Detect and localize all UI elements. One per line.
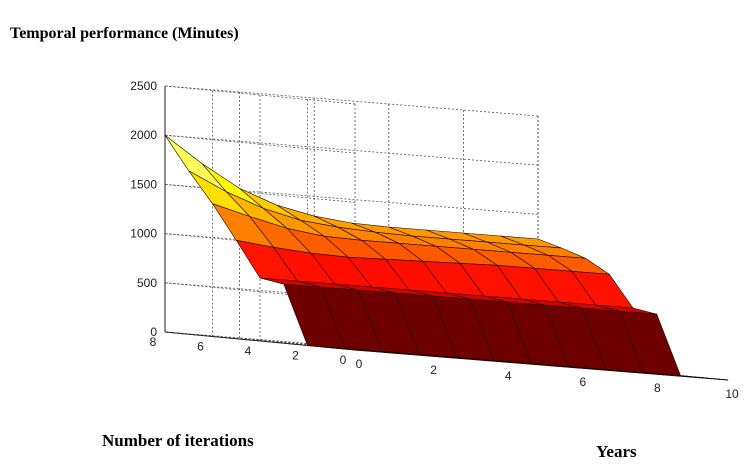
- y-tick-label: 2: [292, 349, 299, 363]
- z-tick-label: 2500: [130, 79, 157, 93]
- grid-line: [164, 134, 539, 166]
- y-axis-ticks: 0 2 4 6 8: [150, 335, 347, 367]
- z-tick-label: 500: [137, 276, 157, 290]
- y-tick-label: 6: [197, 340, 204, 354]
- y-tick-label: 4: [245, 344, 252, 358]
- x-tick-label: 8: [654, 381, 661, 395]
- x-tick-label: 0: [356, 357, 363, 371]
- grid-line: [164, 85, 539, 117]
- z-tick-label: 1000: [130, 227, 157, 241]
- x-tick-label: 10: [725, 387, 739, 401]
- x-tick-label: 2: [430, 363, 437, 377]
- z-tick-label: 2000: [130, 128, 157, 142]
- x-axis-ticks: 0 2 4 6 8 10: [356, 357, 739, 401]
- z-tick-label: 1500: [130, 177, 157, 191]
- surface-mesh: [164, 134, 729, 381]
- y-tick-label: 0: [340, 353, 347, 367]
- x-axis-label: Years: [596, 442, 637, 461]
- x-tick-label: 4: [505, 369, 512, 383]
- x-tick-label: 6: [579, 375, 586, 389]
- surface-patch: [164, 134, 227, 192]
- chart-title: Temporal performance (Minutes): [10, 25, 239, 42]
- y-tick-label: 8: [150, 335, 157, 349]
- z-axis-ticks: 0 500 1000 1500 2000 2500: [130, 79, 157, 339]
- y-axis-label: Number of iterations: [102, 431, 254, 450]
- surface-patch: [666, 374, 729, 381]
- z-tick-label: 0: [150, 325, 157, 339]
- grid-line: [164, 85, 356, 105]
